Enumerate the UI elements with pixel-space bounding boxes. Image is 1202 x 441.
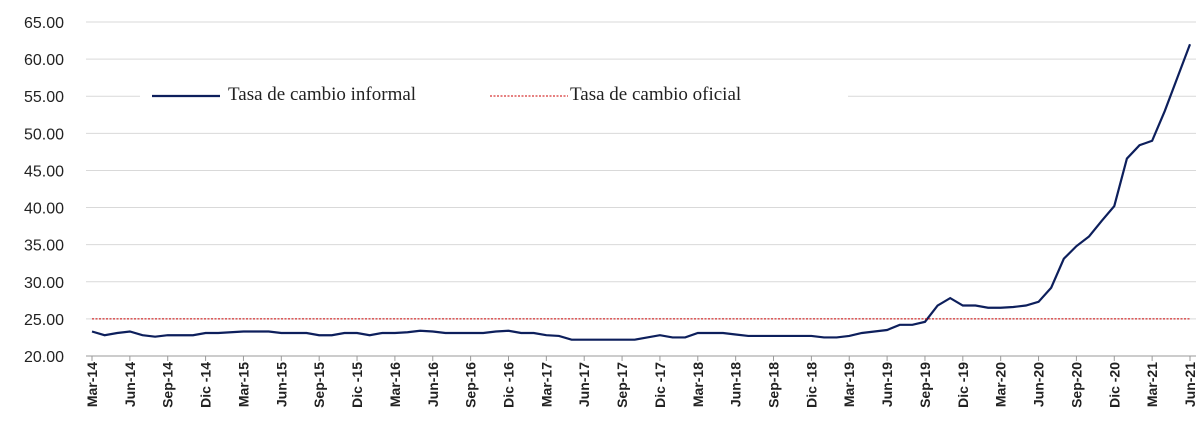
x-tick-label: Sep-19	[917, 362, 933, 408]
y-tick-label: 55.00	[24, 89, 64, 106]
x-tick-label: Dic -18	[803, 362, 819, 408]
x-tick-label: Sep-17	[614, 362, 630, 408]
x-tick-label: Mar-20	[993, 362, 1009, 407]
y-tick-label: 30.00	[24, 275, 64, 292]
legend-label: Tasa de cambio informal	[228, 84, 416, 105]
x-tick-label: Jun-18	[728, 362, 744, 407]
x-tick-label: Mar-16	[387, 362, 403, 407]
series-line	[91, 43, 1192, 341]
x-tick-label: Jun-14	[122, 362, 138, 407]
x-tick-label: Jun-17	[576, 362, 592, 407]
x-tick-label: Dic -19	[955, 362, 971, 408]
x-tick-label: Dic -20	[1106, 362, 1122, 408]
x-tick-label: Dic -14	[198, 362, 214, 408]
x-tick-label: Sep-20	[1068, 362, 1084, 408]
x-tick-label: Mar-17	[538, 362, 554, 407]
x-tick-label: Mar-18	[690, 362, 706, 407]
x-tick-label: Dic -17	[652, 362, 668, 408]
x-tick-label: Sep-16	[463, 362, 479, 408]
y-tick-label: 35.00	[24, 238, 64, 255]
y-tick-label: 60.00	[24, 52, 64, 69]
x-tick-label: Sep-18	[766, 362, 782, 408]
y-tick-label: 50.00	[24, 126, 64, 143]
y-tick-label: 20.00	[24, 349, 64, 366]
x-tick-label: Mar-21	[1144, 362, 1160, 407]
x-tick-label: Jun-16	[425, 362, 441, 407]
x-tick-label: Mar-19	[841, 362, 857, 407]
x-tick-label: Sep-15	[311, 362, 327, 408]
x-tick-label: Jun-15	[273, 362, 289, 407]
x-tick-label: Jun-19	[879, 362, 895, 407]
x-tick-label: Dic -15	[349, 362, 365, 408]
legend-box	[140, 72, 848, 116]
y-tick-label: 65.00	[24, 15, 64, 32]
y-tick-label: 45.00	[24, 163, 64, 180]
x-tick-label: Mar-14	[84, 362, 100, 407]
y-tick-label: 40.00	[24, 201, 64, 218]
legend-label: Tasa de cambio oficial	[570, 84, 741, 105]
x-tick-label: Dic -16	[500, 362, 516, 408]
y-tick-label: 25.00	[24, 312, 64, 329]
x-tick-label: Jun-21	[1182, 362, 1198, 407]
x-tick-label: Sep-14	[160, 362, 176, 408]
x-tick-label: Jun-20	[1031, 362, 1047, 407]
x-tick-label: Mar-15	[235, 362, 251, 407]
